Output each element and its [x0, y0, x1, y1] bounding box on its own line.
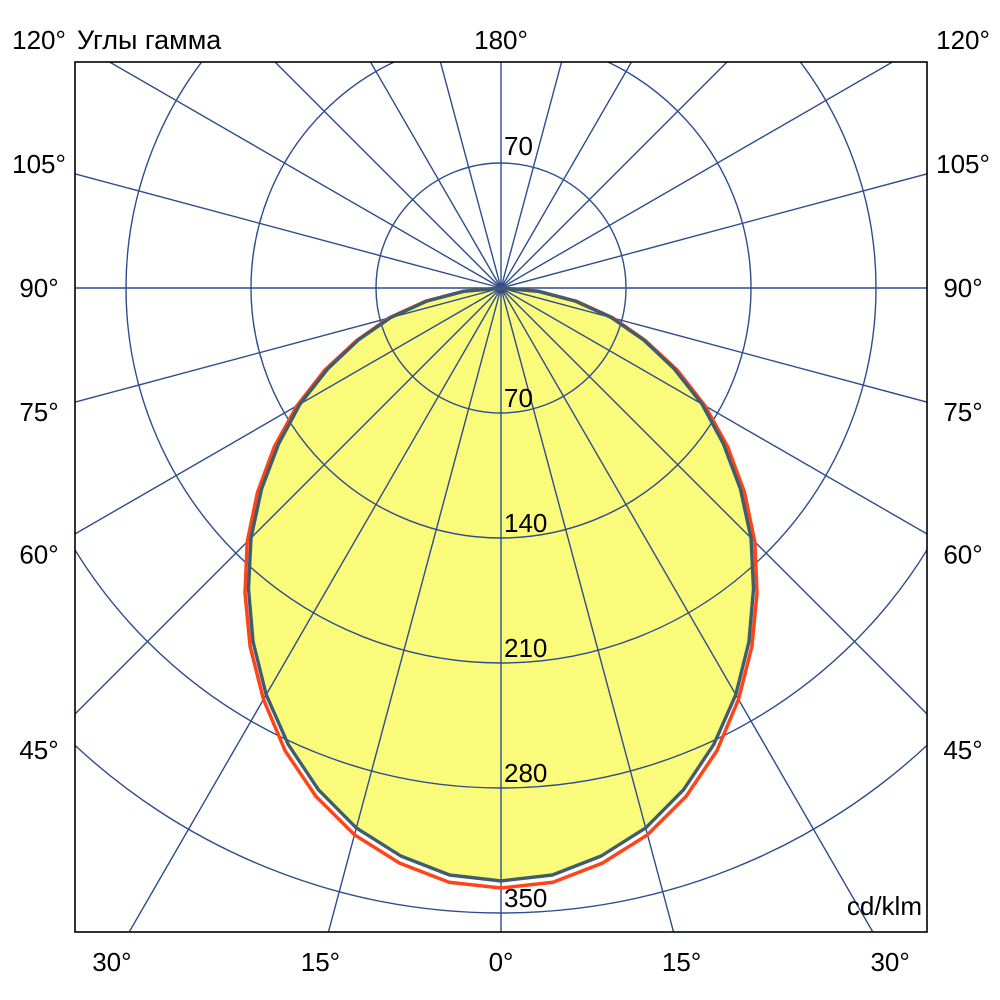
- radial-tick-label: 140: [504, 508, 547, 538]
- grid-ray: [75, 287, 502, 535]
- angle-label-right: 45°: [943, 735, 982, 765]
- angle-label-left: 120°: [12, 25, 66, 55]
- top-angle-label: 180°: [474, 25, 528, 55]
- angle-label-right: 75°: [943, 397, 982, 427]
- grid-ray: [500, 62, 894, 289]
- radial-tick-label: 210: [504, 633, 547, 663]
- grid-ray: [500, 287, 927, 535]
- grid-ray: [439, 62, 502, 289]
- angle-label-left: 45°: [19, 735, 58, 765]
- angle-label-bottom: 15°: [301, 947, 340, 977]
- angle-label-left: 90°: [19, 273, 58, 303]
- angle-label-bottom: 30°: [92, 947, 131, 977]
- angle-label-bottom: 15°: [662, 947, 701, 977]
- angle-label-right: 90°: [943, 273, 982, 303]
- grid-ray: [327, 287, 502, 932]
- radial-tick-label: 350: [504, 883, 547, 913]
- grid-ray: [108, 62, 502, 289]
- angle-label-left: 105°: [12, 149, 66, 179]
- radial-tick-label: 70: [504, 383, 533, 413]
- radial-tick-label: 280: [504, 758, 547, 788]
- angle-label-bottom: 0°: [489, 947, 514, 977]
- grid-ray: [500, 62, 728, 289]
- grid-ray: [500, 287, 675, 932]
- grid-ray: [75, 287, 502, 715]
- grid-ray: [75, 287, 502, 403]
- outer-curve: [243, 286, 759, 890]
- chart-title: Углы гамма: [77, 25, 222, 55]
- grid-ray: [500, 62, 563, 289]
- angle-label-left: 75°: [19, 397, 58, 427]
- grid-ray: [128, 287, 502, 932]
- grid-ray: [500, 287, 874, 932]
- inner-curve: [246, 286, 756, 883]
- grid-ray: [274, 62, 502, 289]
- grid-ray: [75, 173, 502, 289]
- angle-label-right: 105°: [936, 149, 990, 179]
- radial-tick-label-upper: 70: [504, 131, 533, 161]
- angle-label-right: 60°: [943, 540, 982, 570]
- grid-ray: [500, 287, 927, 715]
- plot-frame: [74, 61, 928, 933]
- grid-ray: [500, 62, 633, 289]
- grid-ray: [500, 287, 927, 403]
- grid-ray: [369, 62, 502, 289]
- angle-label-bottom: 30°: [870, 947, 909, 977]
- angle-label-left: 60°: [19, 540, 58, 570]
- angle-label-right: 120°: [936, 25, 990, 55]
- unit-label: cd/klm: [847, 891, 922, 921]
- grid-ray: [500, 173, 927, 289]
